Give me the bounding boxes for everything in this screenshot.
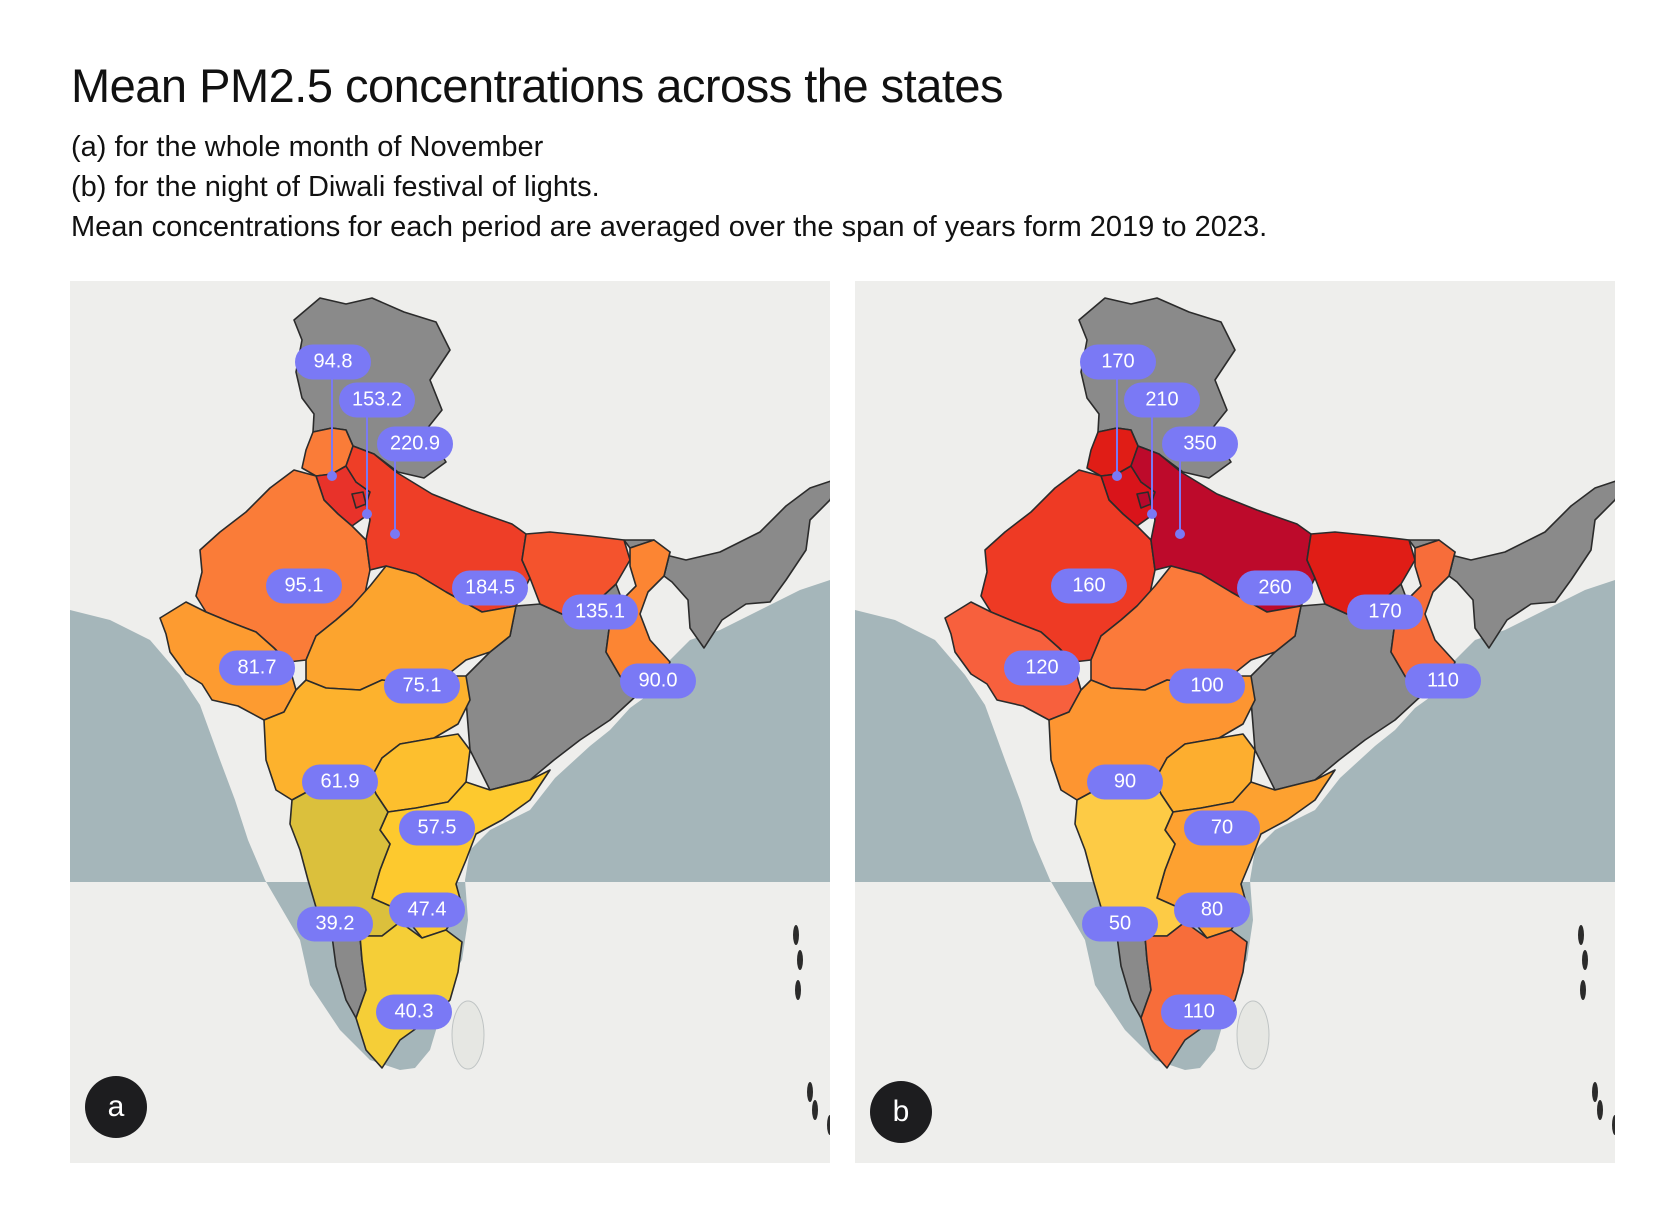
page-title: Mean PM2.5 concentrations across the sta… <box>71 59 1004 112</box>
value-label-uttar-pradesh: 184.5 <box>452 570 528 606</box>
island-mark <box>795 980 801 1000</box>
island-mark <box>1597 1100 1603 1120</box>
map-panel-b: 170 210 350 160 260 170 120 100 110 90 70 80 50 110 b <box>855 281 1615 1163</box>
value-label-madhya-pradesh: 75.1 <box>384 668 460 704</box>
map-svg <box>70 281 830 1163</box>
leader-dot-punjab <box>327 471 337 481</box>
leader-dot-haryana <box>362 509 372 519</box>
value-label-madhya-pradesh: 100 <box>1169 668 1245 704</box>
leader-dot-delhi <box>390 529 400 539</box>
island-mark <box>797 950 803 970</box>
value-label-gujarat: 120 <box>1004 650 1080 686</box>
value-label-karnataka: 39.2 <box>297 906 373 942</box>
value-label-haryana: 210 <box>1124 382 1200 418</box>
value-label-gujarat: 81.7 <box>219 650 295 686</box>
value-label-telangana: 70 <box>1184 810 1260 846</box>
map-svg <box>855 281 1615 1163</box>
island-mark <box>807 1082 813 1102</box>
value-label-west-bengal: 110 <box>1405 663 1481 699</box>
value-label-maharashtra: 90 <box>1087 764 1163 800</box>
value-label-delhi: 350 <box>1162 426 1238 462</box>
value-label-karnataka: 50 <box>1082 906 1158 942</box>
value-label-andhra-pradesh: 47.4 <box>389 892 465 928</box>
value-label-haryana: 153.2 <box>339 382 415 418</box>
value-label-andhra-pradesh: 80 <box>1174 892 1250 928</box>
map-panel-a: 94.8 153.2 220.9 95.1 184.5 135.1 81.7 75.1 90.0… <box>70 281 830 1163</box>
panel-badge: a <box>85 1076 147 1138</box>
value-label-tamil-nadu: 110 <box>1161 994 1237 1030</box>
value-label-west-bengal: 90.0 <box>620 663 696 699</box>
island-mark <box>827 1115 830 1135</box>
island-mark <box>1578 925 1584 945</box>
sea-area <box>855 580 1615 1070</box>
value-label-rajasthan: 160 <box>1051 568 1127 604</box>
island-mark <box>1580 980 1586 1000</box>
sea-area <box>70 580 830 1070</box>
header: Mean PM2.5 concentrations across the sta… <box>71 62 1620 247</box>
island-mark <box>1582 950 1588 970</box>
island-mark <box>1592 1082 1598 1102</box>
value-label-tamil-nadu: 40.3 <box>376 994 452 1030</box>
sri-lanka-shape <box>451 1000 485 1070</box>
no-data-region <box>1438 480 1615 649</box>
leader-dot-haryana <box>1147 509 1157 519</box>
no-data-region <box>653 480 830 649</box>
sri-lanka-shape <box>1236 1000 1270 1070</box>
subtitle-line-b: (b) for the night of Diwali festival of … <box>71 171 600 203</box>
subtitle-line-c: Mean concentrations for each period are … <box>71 211 1268 243</box>
value-label-bihar: 170 <box>1347 594 1423 630</box>
leader-dot-delhi <box>1175 529 1185 539</box>
value-label-punjab: 170 <box>1080 344 1156 380</box>
value-label-telangana: 57.5 <box>399 810 475 846</box>
value-label-bihar: 135.1 <box>562 594 638 630</box>
island-mark <box>1612 1115 1615 1135</box>
value-label-uttar-pradesh: 260 <box>1237 570 1313 606</box>
value-label-rajasthan: 95.1 <box>266 568 342 604</box>
value-label-delhi: 220.9 <box>377 426 453 462</box>
panel-badge: b <box>870 1081 932 1143</box>
value-label-punjab: 94.8 <box>295 344 371 380</box>
island-mark <box>812 1100 818 1120</box>
value-label-maharashtra: 61.9 <box>302 764 378 800</box>
island-mark <box>793 925 799 945</box>
subtitle-line-a: (a) for the whole month of November <box>71 131 544 163</box>
leader-dot-punjab <box>1112 471 1122 481</box>
